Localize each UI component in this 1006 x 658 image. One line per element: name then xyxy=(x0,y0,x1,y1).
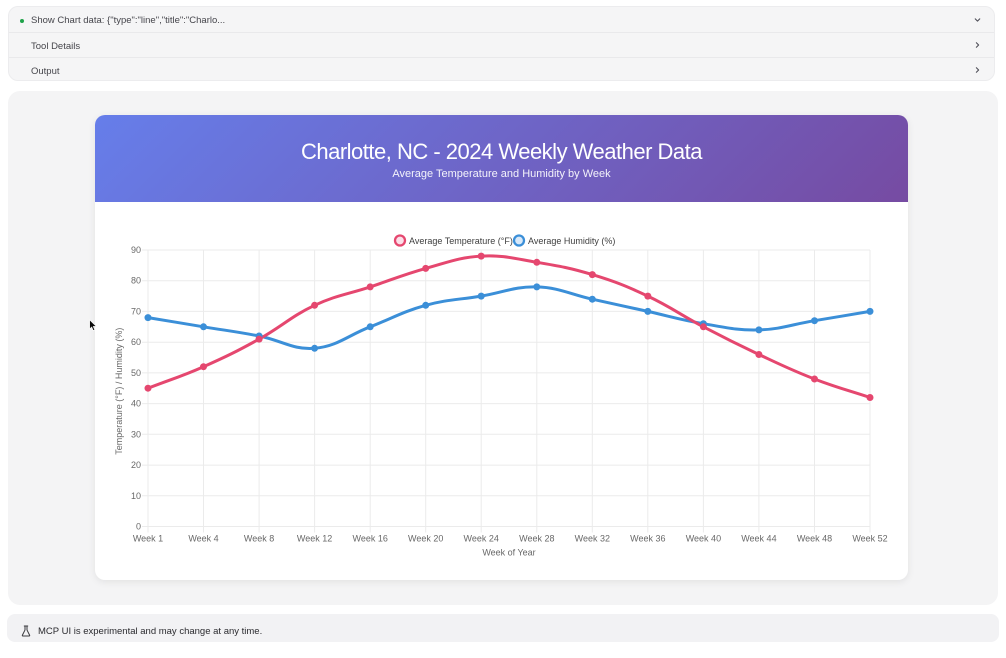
svg-text:Week 24: Week 24 xyxy=(464,534,499,544)
svg-text:Week 48: Week 48 xyxy=(797,534,832,544)
svg-text:Temperature (°F) / Humidity (%: Temperature (°F) / Humidity (%) xyxy=(114,328,124,455)
svg-text:80: 80 xyxy=(131,276,141,286)
svg-text:Week 32: Week 32 xyxy=(575,534,610,544)
svg-text:Week 12: Week 12 xyxy=(297,534,332,544)
svg-text:70: 70 xyxy=(131,306,141,316)
svg-text:40: 40 xyxy=(131,399,141,409)
svg-text:Week of Year: Week of Year xyxy=(482,548,535,558)
svg-text:30: 30 xyxy=(131,429,141,439)
svg-text:Average Humidity (%): Average Humidity (%) xyxy=(528,236,615,246)
svg-text:50: 50 xyxy=(131,368,141,378)
svg-text:0: 0 xyxy=(136,522,141,532)
svg-text:Week 16: Week 16 xyxy=(353,534,388,544)
svg-text:90: 90 xyxy=(131,245,141,255)
svg-text:20: 20 xyxy=(131,460,141,470)
svg-text:Week 8: Week 8 xyxy=(244,534,274,544)
svg-text:60: 60 xyxy=(131,337,141,347)
svg-text:Week 40: Week 40 xyxy=(686,534,721,544)
svg-text:Week 28: Week 28 xyxy=(519,534,554,544)
svg-text:Average Temperature (°F): Average Temperature (°F) xyxy=(409,236,513,246)
svg-text:Week 20: Week 20 xyxy=(408,534,443,544)
svg-text:Week 44: Week 44 xyxy=(741,534,776,544)
svg-text:Week 1: Week 1 xyxy=(133,534,163,544)
svg-text:Week 52: Week 52 xyxy=(852,534,887,544)
svg-text:Week 36: Week 36 xyxy=(630,534,665,544)
svg-text:Week 4: Week 4 xyxy=(188,534,218,544)
svg-text:10: 10 xyxy=(131,491,141,501)
